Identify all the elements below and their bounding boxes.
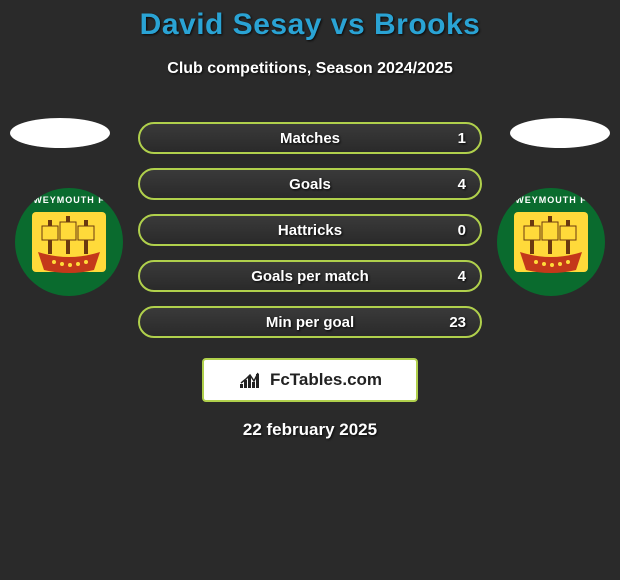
comparison-panel: WEYMOUTH F (0, 122, 620, 440)
footer-date: 22 february 2025 (0, 420, 620, 440)
stat-rows: Matches 1 Goals 4 Hattricks 0 Goals per … (138, 122, 482, 338)
stat-right-value: 1 (458, 130, 466, 147)
stat-row: Hattricks 0 (138, 214, 482, 246)
right-club-crest: WEYMOUTH F (496, 182, 606, 302)
stat-row: Min per goal 23 (138, 306, 482, 338)
stat-row: Goals 4 (138, 168, 482, 200)
page-title: David Sesay vs Brooks (0, 8, 620, 42)
stat-row: Matches 1 (138, 122, 482, 154)
stat-right-value: 0 (458, 222, 466, 239)
left-club-crest: WEYMOUTH F (14, 182, 124, 302)
source-logo-text: FcTables.com (270, 370, 382, 390)
left-player-disc (10, 118, 110, 148)
stat-right-value: 23 (449, 314, 466, 331)
right-player-disc (510, 118, 610, 148)
stat-label: Goals (289, 176, 331, 193)
fctables-icon (238, 370, 264, 390)
subtitle: Club competitions, Season 2024/2025 (0, 60, 620, 78)
stat-row: Goals per match 4 (138, 260, 482, 292)
stat-label: Matches (280, 130, 340, 147)
crest-text: WEYMOUTH F (33, 195, 105, 205)
stat-label: Min per goal (266, 314, 354, 331)
crest-text: WEYMOUTH F (515, 195, 587, 205)
source-logo: FcTables.com (202, 358, 418, 402)
stat-label: Hattricks (278, 222, 342, 239)
stat-right-value: 4 (458, 176, 466, 193)
stat-right-value: 4 (458, 268, 466, 285)
stat-label: Goals per match (251, 268, 369, 285)
